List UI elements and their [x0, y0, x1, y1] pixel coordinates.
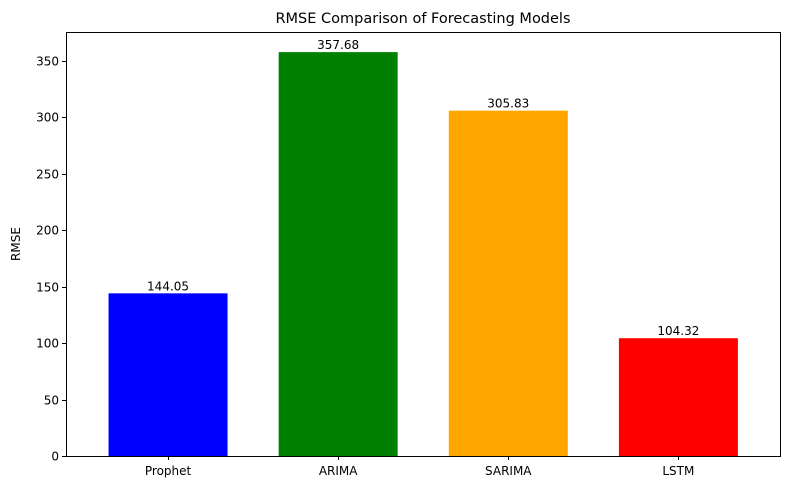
x-tick-label-arima: ARIMA: [319, 464, 358, 478]
x-axis-ticks: Prophet ARIMA SARIMA LSTM: [145, 456, 694, 478]
x-tick-label-lstm: LSTM: [662, 464, 694, 478]
value-label-prophet: 144.05: [147, 279, 189, 293]
x-tick-label-sarima: SARIMA: [485, 464, 532, 478]
y-tick-label: 0: [51, 450, 59, 464]
bars: [108, 52, 738, 457]
value-label-lstm: 104.32: [657, 324, 699, 338]
y-axis-label: RMSE: [9, 227, 23, 261]
y-tick-label: 350: [36, 55, 59, 69]
bar-lstm: [618, 338, 738, 456]
bar-sarima: [448, 110, 568, 457]
value-labels: 144.05 357.68 305.83 104.32: [147, 38, 699, 338]
plot-frame: [66, 32, 781, 457]
x-tick-label-prophet: Prophet: [145, 464, 192, 478]
value-label-sarima: 305.83: [487, 97, 529, 111]
y-axis-ticks: 0 50 100 150 200 250 300 350: [36, 55, 66, 464]
chart-title: RMSE Comparison of Forecasting Models: [275, 11, 570, 27]
y-tick-label: 300: [36, 111, 59, 125]
bar-prophet: [108, 293, 228, 456]
bar-arima: [278, 52, 398, 457]
value-label-arima: 357.68: [317, 38, 359, 52]
y-tick-label: 50: [44, 394, 59, 408]
y-tick-label: 250: [36, 168, 59, 182]
y-tick-label: 150: [36, 281, 59, 295]
y-tick-label: 200: [36, 224, 59, 238]
y-tick-label: 100: [36, 337, 59, 351]
